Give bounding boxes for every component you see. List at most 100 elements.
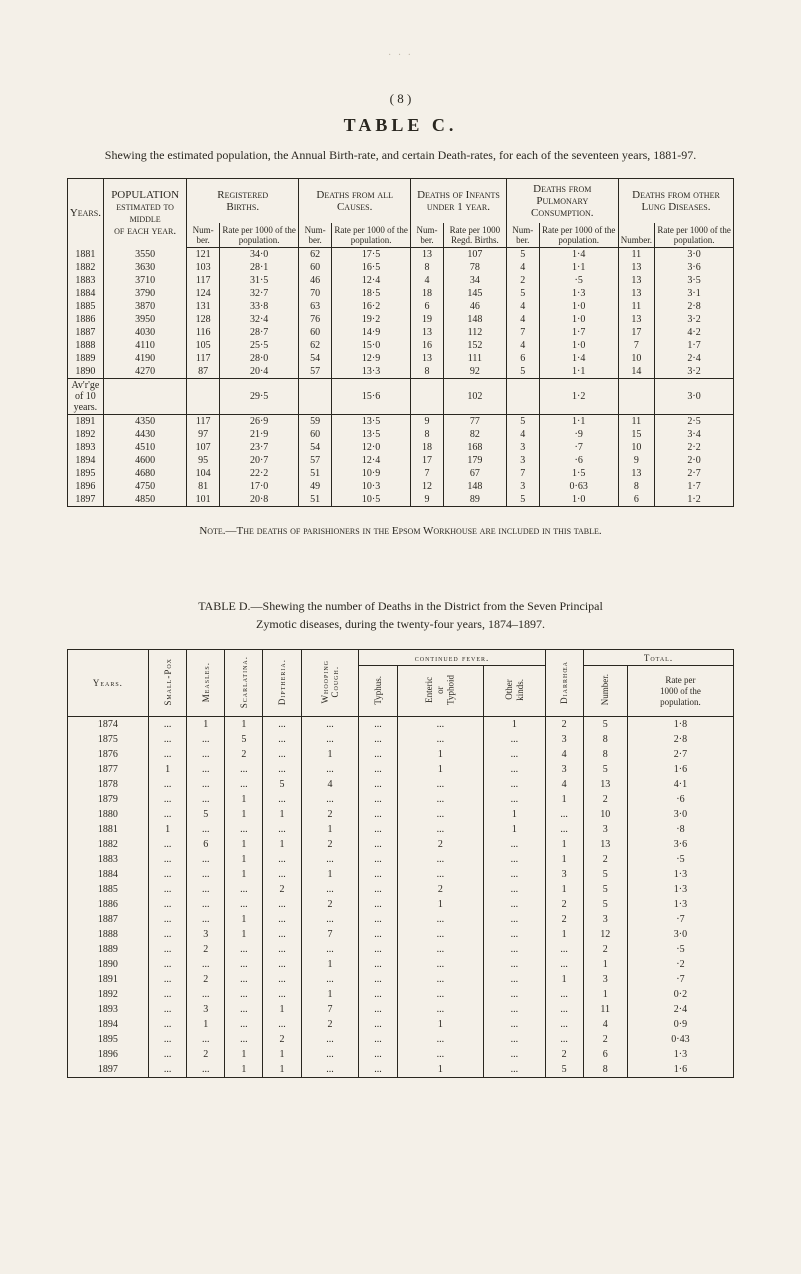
table-cell: 4350: [103, 415, 186, 429]
table-cell: 1: [225, 852, 263, 867]
table-cell: ...: [263, 912, 301, 927]
table-cell: 22·2: [220, 467, 299, 480]
table-cell: ...: [187, 762, 225, 777]
table-cell: 1888: [67, 339, 103, 352]
table-cell: 1887: [67, 326, 103, 339]
table-cell: ...: [359, 987, 397, 1002]
table-cell: 4: [506, 313, 539, 326]
table-cell: 131: [187, 300, 220, 313]
table-cell: 34: [443, 274, 506, 287]
table-cell: 1: [397, 1062, 483, 1078]
table-cell: 1883: [67, 852, 148, 867]
table-cell: ...: [263, 897, 301, 912]
table-cell: 3950: [103, 313, 186, 326]
table-cell: ...: [359, 852, 397, 867]
table-cell: 7: [411, 467, 444, 480]
col-whooping: Whooping Cough.: [301, 650, 359, 717]
table-cell: ...: [397, 732, 483, 747]
table-cell: 3·0: [655, 248, 734, 262]
col-years-d: Years.: [67, 650, 148, 717]
table-cell: 13·5: [332, 415, 411, 429]
col-infant-deaths: Deaths of Infants under 1 year.: [411, 179, 507, 224]
table-cell: ·5: [627, 942, 734, 957]
table-cell: 26·9: [220, 415, 299, 429]
note-text: Note.—The deaths of parishioners in the …: [199, 525, 601, 537]
table-cell: ...: [148, 972, 186, 987]
table-cell: 2·0: [655, 454, 734, 467]
table-cell: 1: [583, 957, 627, 972]
avg-cell: [506, 379, 539, 415]
table-cell: 3870: [103, 300, 186, 313]
table-cell: ...: [397, 912, 483, 927]
table-cell: 1874: [67, 717, 148, 733]
table-cell: ...: [187, 852, 225, 867]
sub-rate-1: Rate per 1000 of the population.: [220, 223, 299, 248]
table-cell: 51: [299, 493, 332, 507]
col-births: Registered Births.: [187, 179, 299, 224]
avg-cell: 15·6: [332, 379, 411, 415]
table-cell: ...: [187, 732, 225, 747]
inf-l2: under 1 year.: [427, 201, 490, 213]
table-cell: 1: [263, 1002, 301, 1017]
table-cell: 1·5: [539, 467, 618, 480]
table-cell: 111: [443, 352, 506, 365]
table-cell: ...: [225, 1017, 263, 1032]
table-cell: 4: [545, 777, 583, 792]
table-cell: 1891: [67, 415, 103, 429]
table-cell: ...: [359, 957, 397, 972]
table-cell: 1: [397, 1017, 483, 1032]
table-cell: 1·3: [627, 1047, 734, 1062]
table-cell: 13: [618, 287, 654, 300]
table-cell: 2·4: [655, 352, 734, 365]
table-cell: 81: [187, 480, 220, 493]
table-cell: 148: [443, 480, 506, 493]
table-cell: ...: [359, 717, 397, 733]
table-cell: 4: [301, 777, 359, 792]
table-cell: 1·3: [627, 897, 734, 912]
table-cell: 3·2: [655, 365, 734, 379]
table-cell: 33·8: [220, 300, 299, 313]
table-cell: ...: [397, 927, 483, 942]
table-cell: 1888: [67, 927, 148, 942]
table-cell: 17·0: [220, 480, 299, 493]
table-cell: 1·1: [539, 415, 618, 429]
col-measles: Measles.: [187, 650, 225, 717]
table-cell: 1: [225, 927, 263, 942]
table-cell: 1894: [67, 1017, 148, 1032]
table-cell: 23·7: [220, 441, 299, 454]
table-cell: 2·7: [655, 467, 734, 480]
table-cell: ...: [545, 1032, 583, 1047]
table-cell: ...: [484, 957, 546, 972]
avg-label: Av'r'ge of 10 years.: [67, 379, 103, 415]
table-cell: 13: [618, 261, 654, 274]
table-cell: ...: [397, 792, 483, 807]
table-cell: ...: [545, 1002, 583, 1017]
table-cell: 1: [148, 762, 186, 777]
table-cell: ...: [225, 972, 263, 987]
table-cell: 103: [187, 261, 220, 274]
table-cell: 148: [443, 313, 506, 326]
table-cell: 62: [299, 339, 332, 352]
table-cell: ...: [397, 1032, 483, 1047]
table-cell: ...: [397, 987, 483, 1002]
table-cell: 3·1: [655, 287, 734, 300]
table-cell: 8: [583, 732, 627, 747]
table-cell: 3: [583, 912, 627, 927]
table-cell: 4750: [103, 480, 186, 493]
table-cell: 6: [506, 352, 539, 365]
table-cell: 13: [618, 313, 654, 326]
table-cell: 5: [583, 867, 627, 882]
table-cell: 5: [506, 493, 539, 507]
table-cell: 9: [411, 493, 444, 507]
table-cell: 1881: [67, 248, 103, 262]
table-cell: 152: [443, 339, 506, 352]
table-cell: 1: [225, 867, 263, 882]
avg-cell: 1·2: [539, 379, 618, 415]
page-number: ( 8 ): [60, 91, 741, 107]
table-cell: ...: [148, 732, 186, 747]
table-cell: 28·7: [220, 326, 299, 339]
table-cell: 8: [411, 261, 444, 274]
table-cell: ...: [397, 852, 483, 867]
table-cell: 46: [299, 274, 332, 287]
table-cell: 3790: [103, 287, 186, 300]
